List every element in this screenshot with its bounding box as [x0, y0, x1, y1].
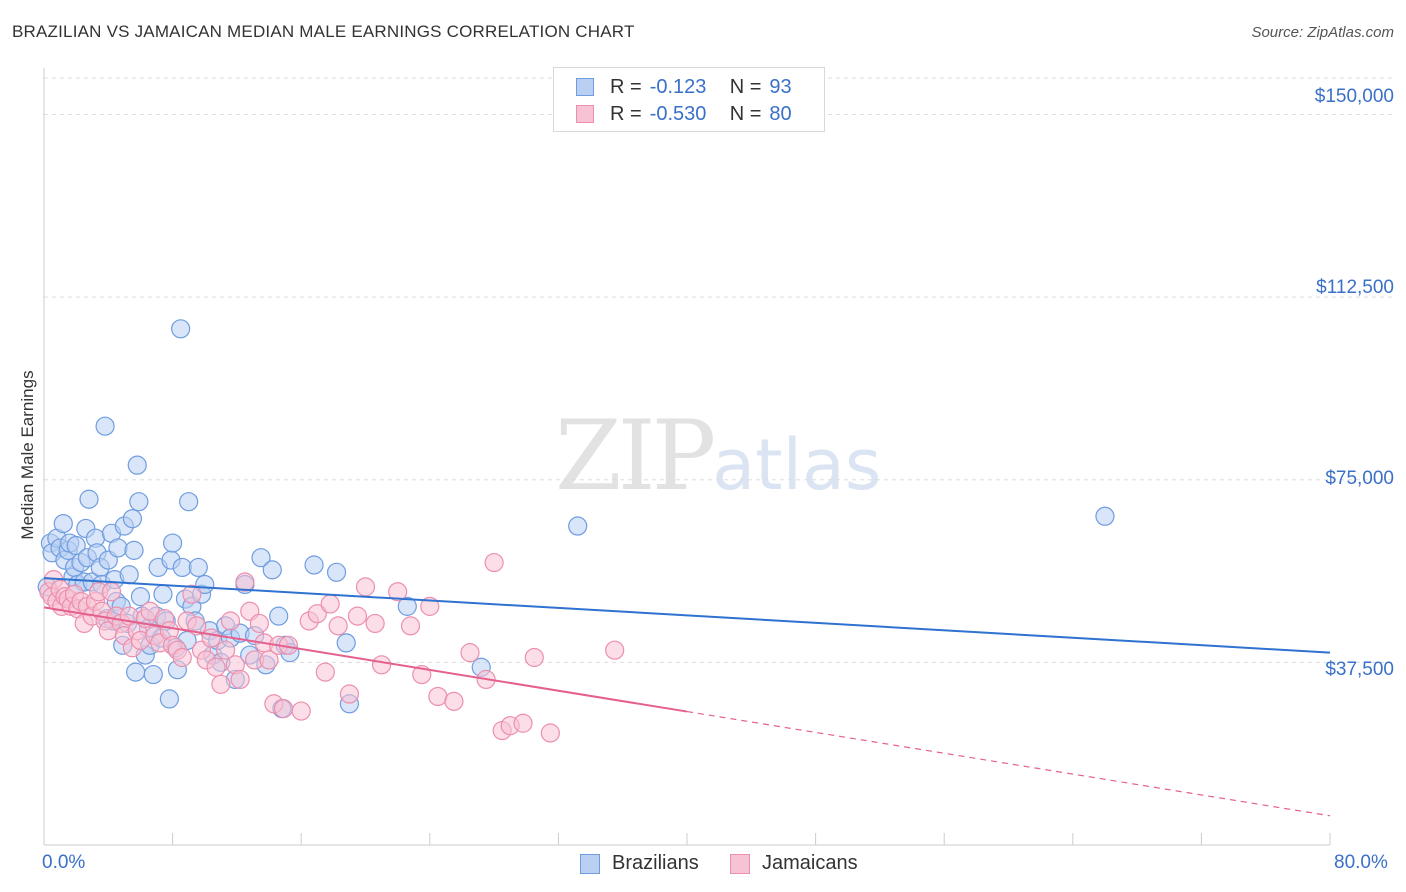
brazilians-point-85	[326, 562, 347, 582]
r-label: R =	[610, 75, 642, 98]
jamaicans-point-66	[347, 606, 368, 626]
series-legend: Brazilians Jamaicans	[0, 852, 1406, 876]
jamaicans-point-82	[524, 647, 544, 668]
brazilians-point-45	[143, 664, 163, 685]
brazilians-point-79	[262, 560, 282, 580]
jamaicans-point-61	[307, 604, 327, 624]
jamaicans-point-67	[355, 577, 376, 597]
legend-label-brazilians: Brazilians	[612, 852, 699, 874]
jamaicans-point-64	[328, 616, 348, 636]
jamaicans-point-65	[339, 684, 360, 704]
brazilians-point-34	[119, 565, 139, 585]
jamaicans-point-54	[259, 650, 279, 670]
jamaicans-point-20	[101, 582, 122, 602]
y-tick-label-150000: $150,000	[1314, 86, 1394, 107]
n-label: N =	[729, 102, 762, 125]
chart-title: BRAZILIAN VS JAMAICAN MEDIAN MALE EARNIN…	[12, 22, 635, 41]
brazilians-legend-swatch	[580, 853, 600, 874]
stats-legend-row-brazilians: R = -0.123 N = 93	[576, 74, 792, 100]
jamaicans-point-49	[235, 572, 255, 592]
jamaicans-point-46	[220, 611, 241, 631]
watermark: ZIPatlas	[555, 400, 881, 512]
jamaicans-point-83	[540, 723, 560, 743]
jamaicans-point-81	[513, 713, 533, 733]
brazilians-point-35	[122, 509, 143, 529]
brazilians-trend-line	[43, 577, 1331, 654]
brazilians-point-57	[172, 557, 192, 578]
jamaicans-point-38	[182, 584, 202, 604]
brazilians-point-77	[251, 548, 271, 568]
y-tick-label-112500: $112,500	[1316, 277, 1394, 298]
stats-legend: R = -0.123 N = 93 R = -0.530 N = 80	[553, 67, 825, 132]
n-value: 80	[769, 102, 792, 125]
chart-source: Source: ZipAtlas.com	[1251, 24, 1394, 41]
jamaicans-point-42	[201, 628, 221, 648]
brazilians-point-4	[53, 513, 73, 534]
jamaicans-trend-line-extrapolated	[686, 710, 1331, 817]
brazilians-point-29	[108, 538, 128, 558]
jamaicans-point-68	[365, 613, 385, 634]
jamaicans-trend-line	[43, 606, 688, 713]
jamaicans-legend-swatch	[730, 853, 750, 874]
jamaicans-point-59	[291, 701, 311, 721]
jamaicans-point-62	[315, 662, 335, 682]
jamaicans-point-48	[230, 669, 250, 690]
r-value: -0.123	[649, 75, 707, 98]
brazilians-point-36	[124, 540, 144, 560]
brazilians-point-16	[79, 489, 99, 509]
brazilians-point-49	[153, 584, 173, 604]
brazilians-point-53	[163, 533, 183, 553]
y-tick-label-37500: $37,500	[1325, 659, 1394, 680]
brazilians-point-60	[179, 492, 199, 512]
x-tick-label-max: 80.0%	[1334, 852, 1388, 873]
brazilians-point-51	[159, 689, 179, 709]
jamaicans-point-73	[420, 596, 440, 616]
n-label: N =	[729, 75, 762, 98]
brazilians-point-37	[126, 662, 146, 682]
brazilians-point-22	[95, 416, 115, 436]
x-tick-label-min: 0.0%	[42, 852, 86, 873]
jamaicans-point-39	[187, 616, 207, 636]
brazilians-point-63	[188, 557, 208, 578]
brazilians-point-40	[130, 587, 151, 607]
jamaicans-point-52	[249, 613, 270, 634]
jamaicans-point-78	[484, 552, 504, 573]
jamaicans-swatch	[576, 105, 594, 123]
brazilians-point-39	[129, 492, 149, 512]
watermark-zip: ZIP	[555, 400, 716, 512]
brazilians-point-88	[397, 596, 417, 616]
watermark-atlas: atlas	[712, 424, 882, 506]
jamaicans-point-36	[172, 647, 192, 668]
brazilians-point-38	[127, 455, 147, 475]
stats-legend-row-jamaicans: R = -0.530 N = 80	[576, 101, 792, 127]
jamaicans-point-44	[211, 674, 231, 694]
jamaicans-point-70	[388, 582, 408, 602]
brazilians-point-91	[1095, 506, 1115, 526]
jamaicans-point-69	[371, 655, 392, 675]
brazilians-point-65	[195, 574, 215, 595]
jamaicans-point-57	[273, 699, 294, 719]
legend-label-jamaicans: Jamaicans	[762, 852, 858, 874]
jamaicans-point-75	[444, 691, 464, 711]
r-value: -0.530	[649, 102, 707, 125]
brazilians-swatch	[576, 78, 594, 96]
jamaicans-point-71	[400, 616, 421, 636]
brazilians-point-80	[269, 606, 289, 626]
brazilians-point-90	[568, 516, 588, 536]
r-label: R =	[610, 102, 642, 125]
y-tick-label-75000: $75,000	[1325, 468, 1394, 489]
jamaicans-point-74	[428, 686, 448, 707]
jamaicans-point-84	[605, 640, 625, 660]
legend-item-brazilians[interactable]: Brazilians	[580, 852, 699, 875]
jamaicans-point-76	[460, 643, 480, 663]
n-value: 93	[769, 75, 792, 98]
brazilians-point-56	[171, 319, 191, 339]
brazilians-point-84	[304, 555, 324, 575]
legend-item-jamaicans[interactable]: Jamaicans	[730, 852, 858, 875]
jamaicans-point-45	[216, 640, 236, 660]
jamaicans-point-43	[206, 657, 226, 677]
brazilians-point-86	[336, 633, 356, 653]
jamaicans-point-63	[320, 594, 340, 614]
